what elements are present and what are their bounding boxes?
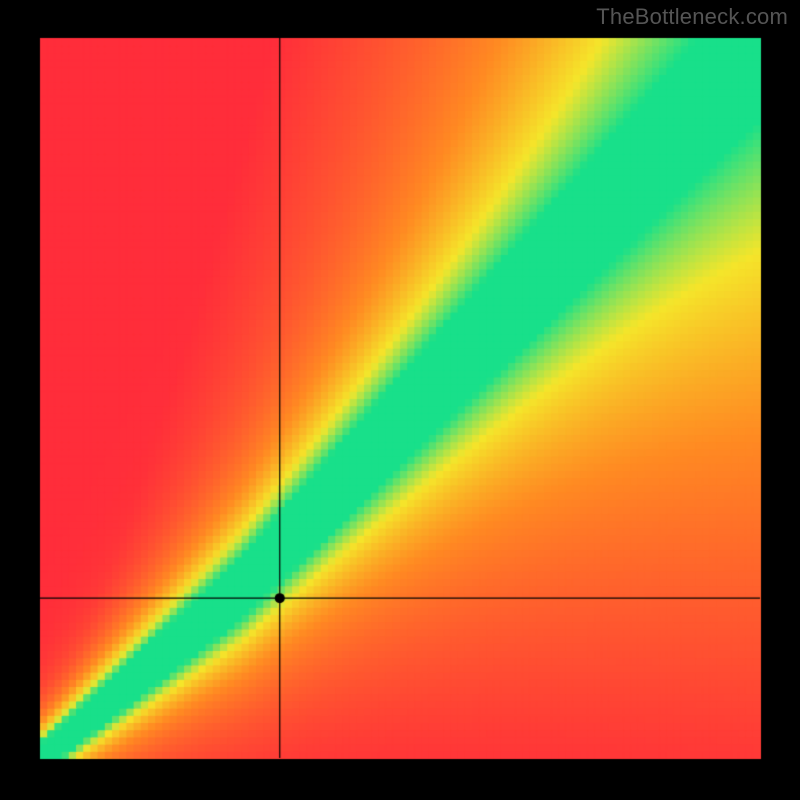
attribution-watermark: TheBottleneck.com bbox=[596, 4, 788, 30]
chart-container: TheBottleneck.com bbox=[0, 0, 800, 800]
bottleneck-heatmap-canvas bbox=[0, 0, 800, 800]
